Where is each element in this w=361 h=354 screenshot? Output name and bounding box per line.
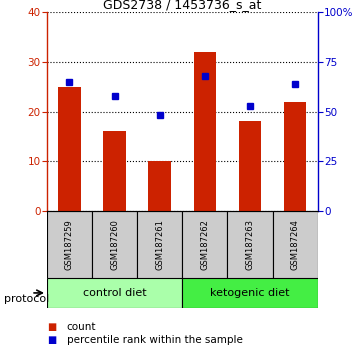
Text: ketogenic diet: ketogenic diet: [210, 288, 290, 298]
Text: GSM187260: GSM187260: [110, 219, 119, 270]
Text: count: count: [67, 322, 96, 332]
Text: ■: ■: [47, 335, 56, 345]
Text: percentile rank within the sample: percentile rank within the sample: [67, 335, 243, 345]
Bar: [182, 211, 227, 278]
Bar: [58, 87, 81, 211]
Text: GSM187264: GSM187264: [291, 219, 300, 270]
Text: GSM187262: GSM187262: [200, 219, 209, 270]
Bar: [284, 102, 306, 211]
Bar: [137, 211, 182, 278]
Bar: [227, 211, 273, 278]
Bar: [193, 52, 216, 211]
Text: control diet: control diet: [83, 288, 147, 298]
Bar: [148, 161, 171, 211]
Text: GSM187261: GSM187261: [155, 219, 164, 270]
Bar: [182, 278, 318, 308]
Text: protocol: protocol: [4, 294, 49, 304]
Bar: [92, 211, 137, 278]
Text: GSM187259: GSM187259: [65, 219, 74, 270]
Bar: [103, 131, 126, 211]
Text: GSM187263: GSM187263: [245, 219, 255, 270]
Title: GDS2738 / 1453736_s_at: GDS2738 / 1453736_s_at: [103, 0, 261, 11]
Bar: [47, 211, 92, 278]
Bar: [273, 211, 318, 278]
Bar: [239, 121, 261, 211]
Text: ■: ■: [47, 322, 56, 332]
Bar: [47, 278, 182, 308]
